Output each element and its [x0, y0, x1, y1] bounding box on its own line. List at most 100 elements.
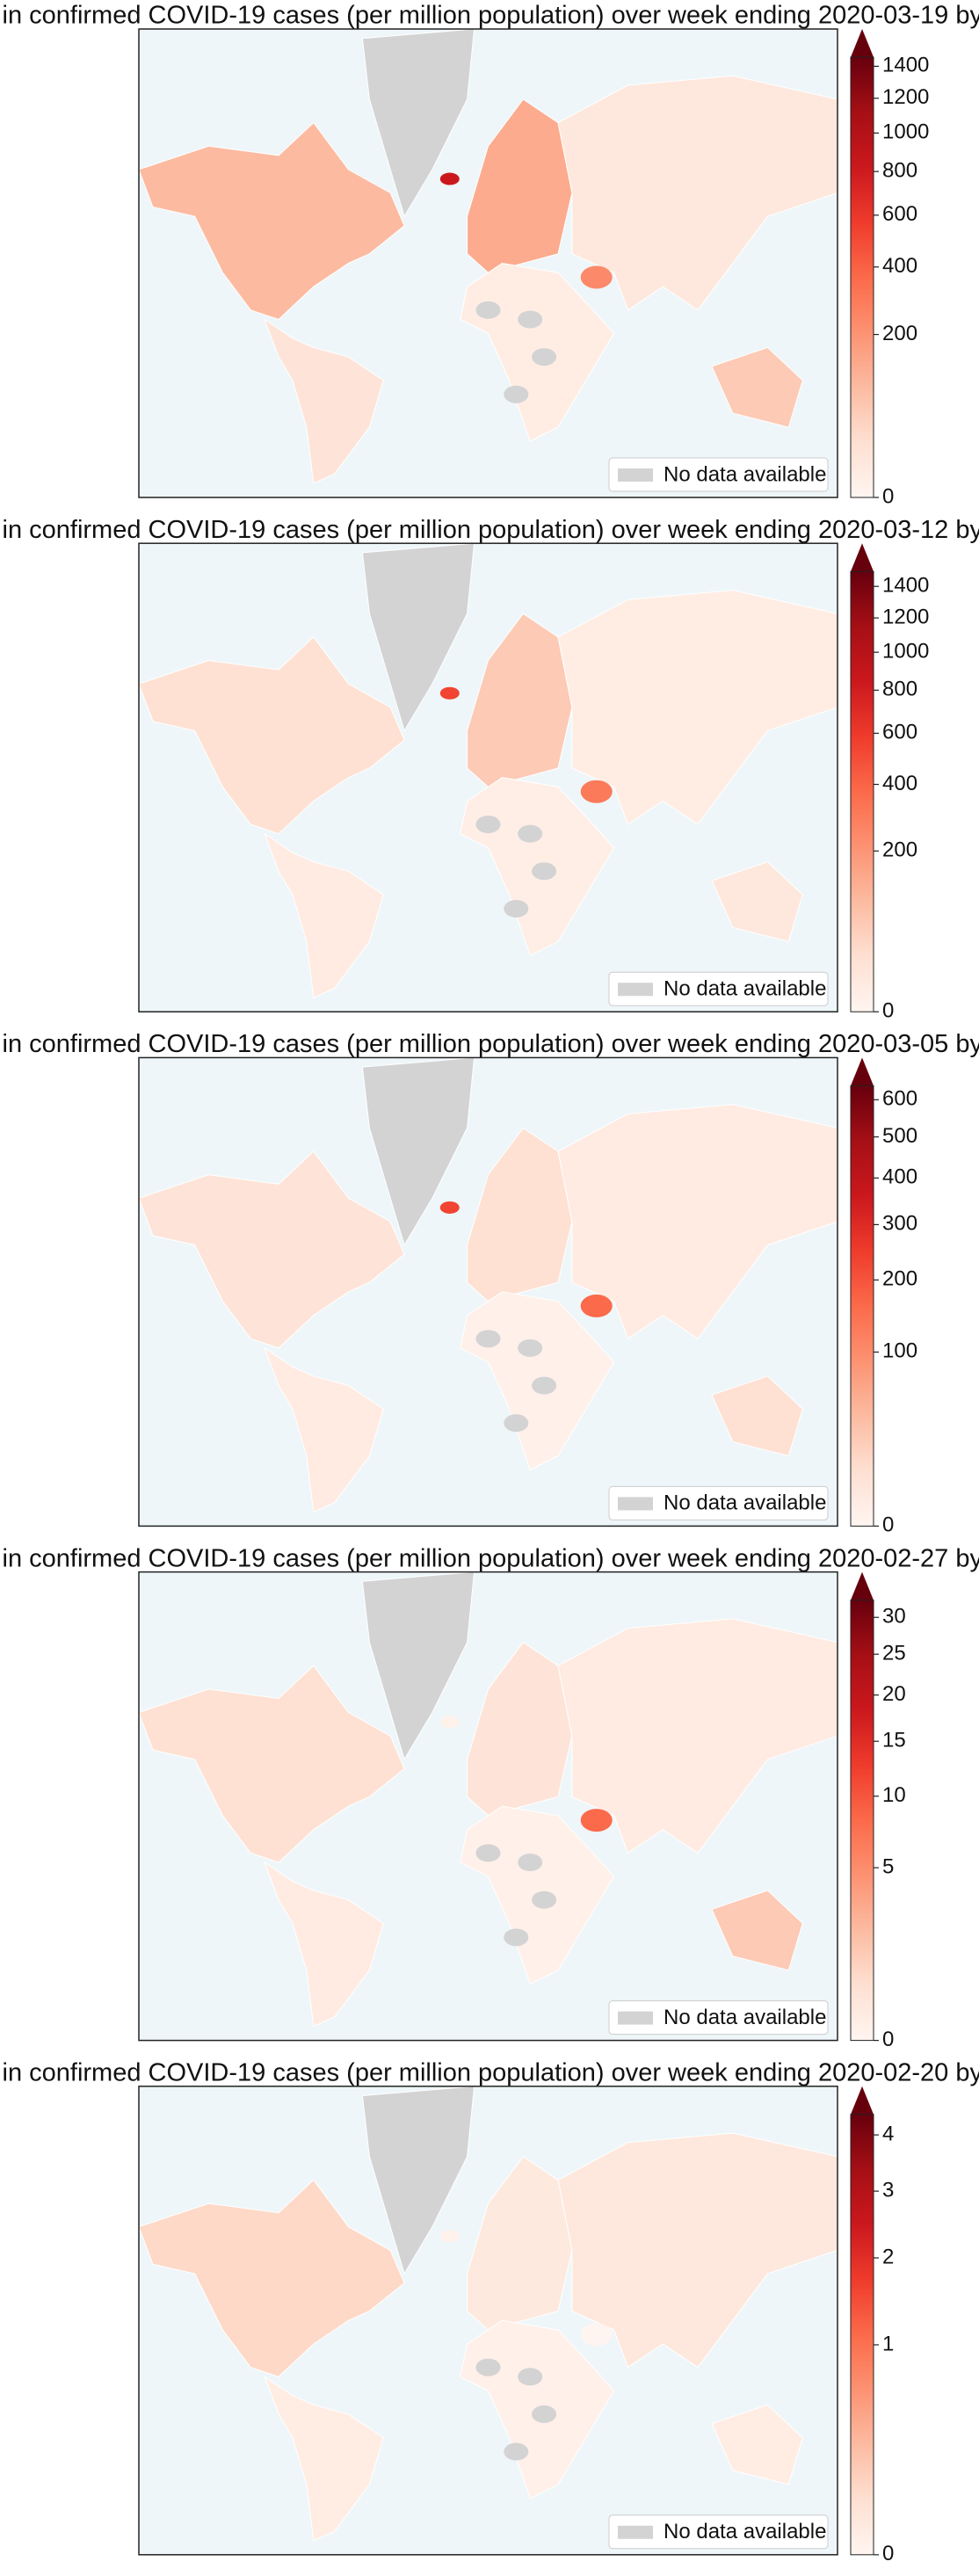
map-frame — [138, 28, 838, 498]
colorbar-tick-label: 400 — [882, 254, 917, 278]
map-panel: Change in confirmed COVID-19 cases (per … — [0, 2058, 979, 2565]
no-data-region — [518, 1854, 543, 1872]
landmass — [467, 1641, 573, 1817]
legend-box — [608, 2000, 829, 2035]
greenland — [361, 28, 475, 218]
iceland — [439, 1716, 460, 1729]
landmass — [711, 1375, 803, 1457]
colorbar-tick-label: 1400 — [882, 54, 929, 77]
colorbar-extend — [851, 2086, 874, 2115]
landmass — [557, 1618, 838, 1854]
colorbar-tick-label: 10 — [882, 1783, 906, 1807]
colorbar-tick-label: 100 — [882, 1339, 917, 1363]
legend-box — [608, 457, 829, 492]
no-data-region — [532, 348, 557, 366]
colorbar-tick-label: 1200 — [882, 605, 929, 628]
colorbar-extend — [851, 29, 874, 57]
colorbar-tick-label: 5 — [882, 1854, 894, 1878]
colorbar — [850, 1085, 874, 1527]
no-data-region — [518, 2368, 543, 2386]
no-data-region — [518, 1339, 543, 1357]
greenland — [361, 1571, 475, 1761]
colorbar-tick-label: 800 — [882, 678, 917, 701]
landmass — [467, 1127, 573, 1303]
legend-swatch — [618, 1497, 653, 1511]
colorbar-tick-label: 0 — [882, 484, 894, 508]
colorbar-extend — [851, 543, 874, 572]
colorbar — [850, 56, 874, 498]
legend-label: No data available — [664, 1491, 826, 1515]
legend-label: No data available — [664, 2006, 826, 2029]
no-data-region — [475, 816, 501, 833]
no-data-region — [532, 1890, 557, 1909]
colorbar-tick-label: 200 — [882, 1267, 917, 1291]
colorbar-tick-label: 800 — [882, 158, 917, 182]
colorbar-tick-label: 600 — [882, 1087, 917, 1111]
no-data-region — [504, 899, 529, 918]
colorbar-tick-label: 200 — [882, 322, 917, 345]
landmass — [138, 636, 405, 835]
map-frame — [138, 1056, 838, 1527]
map-title: Change in confirmed COVID-19 cases (per … — [0, 1544, 979, 1572]
landmass — [264, 1346, 384, 1513]
no-data-region — [518, 824, 543, 843]
no-data-region — [475, 1844, 501, 1862]
landmass — [557, 1104, 838, 1339]
colorbar-extend — [851, 1571, 874, 1600]
iceland — [439, 1201, 460, 1214]
no-data-region — [504, 385, 529, 403]
map-title: Change in confirmed COVID-19 cases (per … — [0, 1030, 979, 1058]
map-title: Change in confirmed COVID-19 cases (per … — [0, 2058, 979, 2086]
colorbar-tick-label: 0 — [882, 2542, 894, 2565]
colorbar-tick-label: 15 — [882, 1729, 906, 1752]
colorbar-tick-label: 30 — [882, 1605, 906, 1629]
landmass — [711, 2404, 803, 2485]
landmass — [467, 98, 573, 273]
landmass — [467, 2156, 573, 2331]
colorbar-tick-label: 200 — [882, 838, 917, 862]
no-data-region — [504, 1414, 529, 1433]
legend-swatch — [618, 2011, 653, 2025]
landmass — [138, 121, 405, 321]
colorbar-tick-label: 300 — [882, 1212, 917, 1236]
no-data-region — [504, 1928, 529, 1947]
no-data-region — [475, 301, 501, 319]
iceland — [439, 686, 460, 700]
greenland — [361, 542, 475, 732]
colorbar — [850, 1600, 874, 2042]
map-frame — [138, 2086, 838, 2556]
colorbar-tick-label: 0 — [882, 1513, 894, 1537]
legend-box — [608, 971, 829, 1006]
landmass — [711, 1890, 803, 1971]
colorbar-tick-label: 0 — [882, 2028, 894, 2051]
colorbar-tick-label: 600 — [882, 202, 917, 226]
no-data-region — [532, 1376, 557, 1395]
colorbar-tick-label: 1400 — [882, 574, 929, 598]
colorbar-tick-label: 4 — [882, 2122, 894, 2145]
landmass — [711, 346, 803, 428]
colorbar-tick-label: 2 — [882, 2245, 894, 2268]
iran — [580, 780, 613, 803]
map-frame — [138, 1571, 838, 2042]
iran — [580, 1294, 613, 1317]
legend-swatch — [618, 468, 653, 482]
landmass — [264, 1861, 384, 2028]
map-panel: Change in confirmed COVID-19 cases (per … — [0, 1544, 979, 2051]
iran — [580, 265, 613, 289]
colorbar-tick-label: 1 — [882, 2332, 894, 2355]
map-panel: Change in confirmed COVID-19 cases (per … — [0, 2, 979, 509]
map-panel: Change in confirmed COVID-19 cases (per … — [0, 516, 979, 1023]
landmass — [557, 2132, 838, 2369]
landmass — [557, 589, 838, 825]
legend-box — [608, 2514, 829, 2550]
iceland — [439, 172, 460, 185]
map-panel: Change in confirmed COVID-19 cases (per … — [0, 1030, 979, 1537]
legend-label: No data available — [664, 977, 826, 1001]
colorbar-tick-label: 600 — [882, 721, 917, 744]
map-title: Change in confirmed COVID-19 cases (per … — [0, 516, 979, 544]
colorbar-tick-label: 400 — [882, 1165, 917, 1189]
colorbar-tick-label: 0 — [882, 999, 894, 1023]
map-frame — [138, 542, 838, 1012]
no-data-region — [518, 310, 543, 329]
